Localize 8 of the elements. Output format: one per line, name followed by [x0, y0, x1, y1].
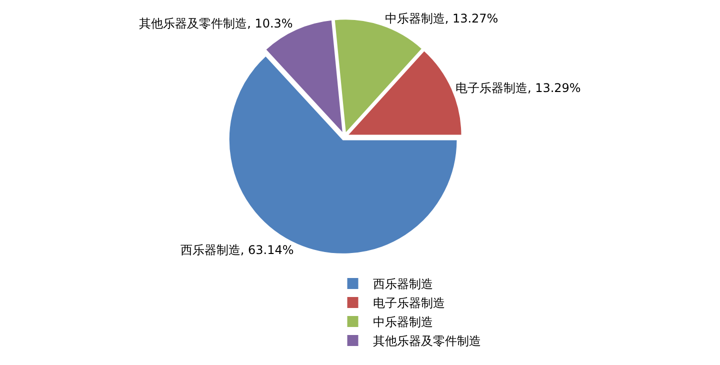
data-label: 其他乐器及零件制造, 10.3%: [139, 16, 293, 30]
data-label: 中乐器制造, 13.27%: [384, 12, 498, 26]
data-label: 电子乐器制造, 13.29%: [455, 80, 581, 95]
data-label: 西乐器制造, 63.14%: [180, 243, 294, 258]
legend-label: 其他乐器及零件制造: [372, 334, 481, 348]
legend-label: 中乐器制造: [372, 315, 433, 330]
legend-label: 电子乐器制造: [372, 296, 445, 310]
legend-label: 西乐器制造: [372, 277, 433, 292]
